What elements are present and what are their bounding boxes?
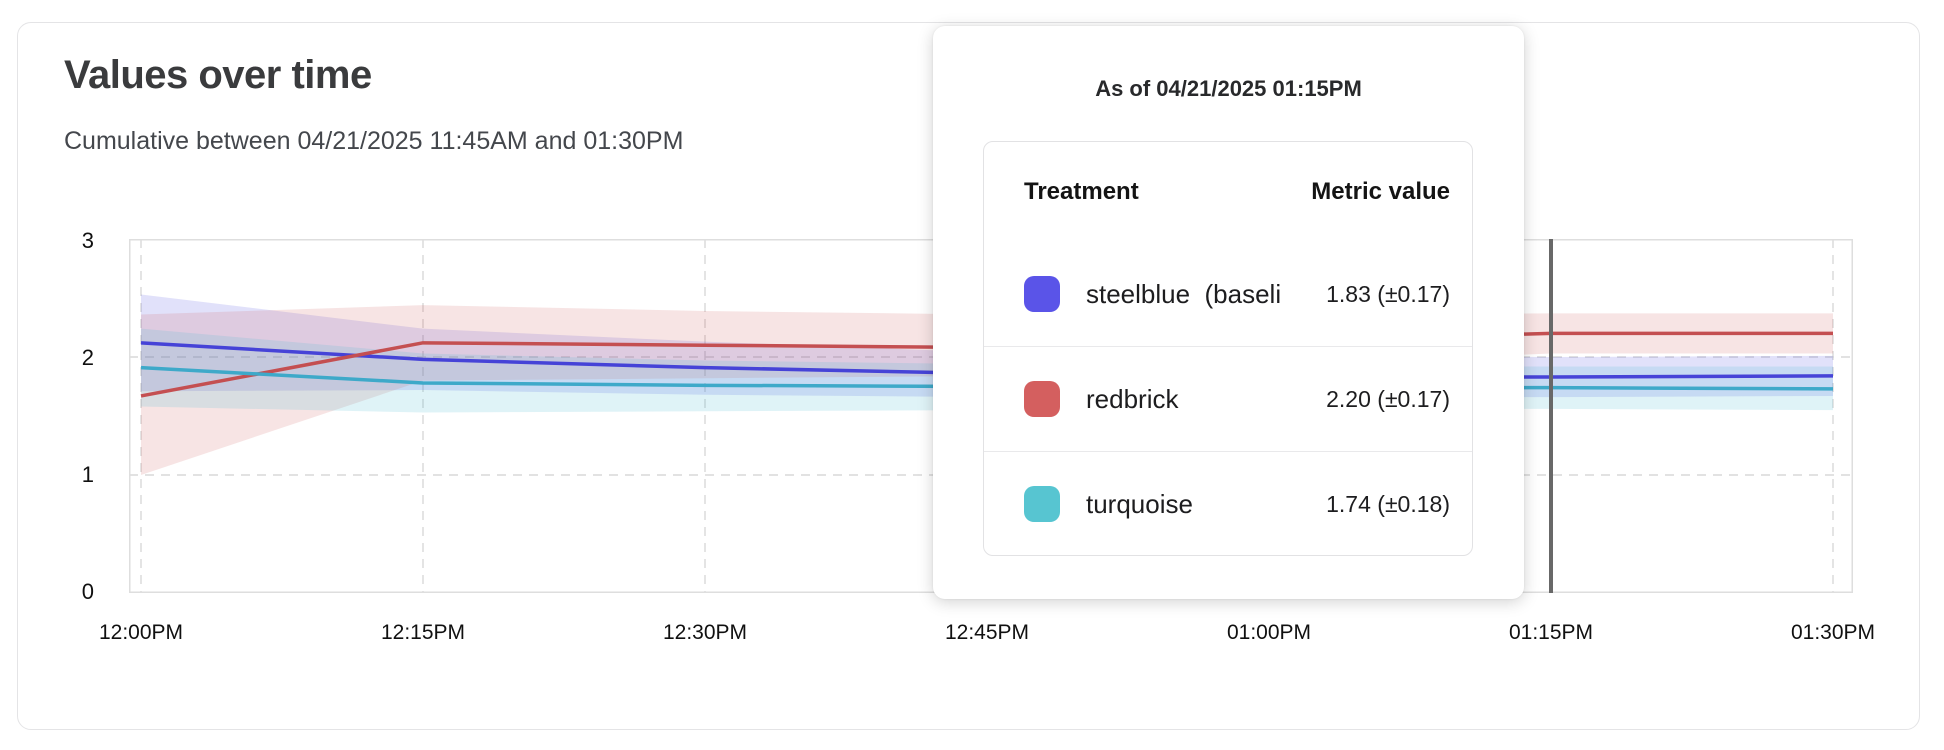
tooltip-table: Treatment Metric value steelblue (baseli… <box>983 141 1473 556</box>
series-metric-value: 2.20 (±0.17) <box>1326 385 1450 412</box>
y-tick-label: 3 <box>81 228 94 253</box>
series-swatch-steelblue <box>1024 276 1060 312</box>
series-label: redbrick <box>1086 383 1179 414</box>
x-tick-label: 12:45PM <box>944 621 1030 644</box>
series-swatch-redbrick <box>1024 381 1060 417</box>
chart-subtitle: Cumulative between 04/21/2025 11:45AM an… <box>64 127 684 155</box>
x-tick-label: 12:15PM <box>380 621 466 644</box>
x-tick-label: 01:15PM <box>1508 621 1594 644</box>
table-row-steelblue: steelblue (baseli 1.83 (±0.17) <box>984 242 1472 346</box>
column-header-metric-value: Metric value <box>1311 178 1450 205</box>
y-tick-label: 2 <box>81 345 94 370</box>
series-label: steelblue (baseli <box>1086 278 1282 309</box>
tooltip-timestamp: As of 04/21/2025 01:15PM <box>1095 76 1362 101</box>
series-swatch-turquoise <box>1024 486 1060 522</box>
x-tick-label: 12:00PM <box>98 621 184 644</box>
series-metric-value: 1.83 (±0.17) <box>1326 280 1450 307</box>
tooltip-table-header: Treatment Metric value <box>984 142 1472 242</box>
table-row-redbrick: redbrick 2.20 (±0.17) <box>984 346 1472 451</box>
x-tick-label: 01:30PM <box>1790 621 1876 644</box>
table-row-turquoise: turquoise 1.74 (±0.18) <box>984 451 1472 555</box>
page-title: Values over time <box>64 53 372 97</box>
x-tick-label: 12:30PM <box>662 621 748 644</box>
y-tick-label: 1 <box>81 462 94 487</box>
x-tick-label: 01:00PM <box>1226 621 1312 644</box>
column-header-treatment: Treatment <box>1024 178 1139 205</box>
hover-tooltip: As of 04/21/2025 01:15PM Treatment Metri… <box>933 26 1524 599</box>
series-label: turquoise <box>1086 488 1193 519</box>
chart-card: Values over time Cumulative between 04/2… <box>17 22 1920 730</box>
series-metric-value: 1.74 (±0.18) <box>1326 490 1450 517</box>
y-tick-label: 0 <box>81 579 94 604</box>
